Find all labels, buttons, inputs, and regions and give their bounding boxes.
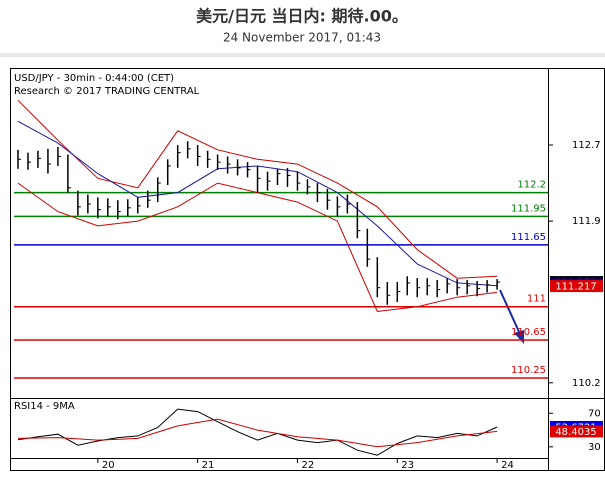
price-tag-label: 48.4035	[555, 427, 596, 438]
x-tick-label: 23	[401, 460, 414, 471]
x-tick-label: 20	[102, 460, 115, 471]
y-tick-label: 30	[588, 442, 601, 453]
level-label: 111.95	[511, 203, 546, 214]
level-label: 110.65	[511, 327, 546, 338]
y-tick-label: 112.7	[572, 140, 601, 151]
x-tick-label: 24	[501, 460, 514, 471]
rsi-ma-line	[17, 418, 498, 448]
rsi-line	[17, 408, 498, 456]
chart-label: USD/JPY - 30min - 0:44:00 (CET)	[14, 73, 174, 84]
chart-label: Research © 2017 TRADING CENTRAL	[14, 86, 200, 97]
level-label: 111.65	[511, 232, 546, 243]
level-label: 111	[527, 294, 546, 305]
forecast-arrow	[499, 289, 521, 335]
rsi-title: RSI14 - 9MA	[14, 401, 75, 412]
title: 美元/日元 当日内: 期待.00。	[196, 7, 408, 26]
price-tag	[550, 425, 603, 438]
chart-frame	[10, 68, 605, 471]
y-tick-label: 111.9	[572, 216, 601, 227]
y-tick-label: 70	[588, 408, 601, 419]
price-tag-label: 111.217	[555, 282, 596, 293]
level-label: 110.25	[511, 365, 546, 376]
x-tick-label: 22	[301, 460, 314, 471]
y-tick-label: 110.2	[572, 378, 601, 389]
subtitle: 24 November 2017, 01:43	[223, 31, 381, 45]
overlay-line	[17, 99, 498, 279]
price-tag	[550, 280, 603, 293]
separator	[0, 53, 605, 57]
overlay-line	[17, 182, 498, 313]
x-tick-label: 21	[202, 460, 215, 471]
level-label: 112.2	[517, 180, 546, 191]
